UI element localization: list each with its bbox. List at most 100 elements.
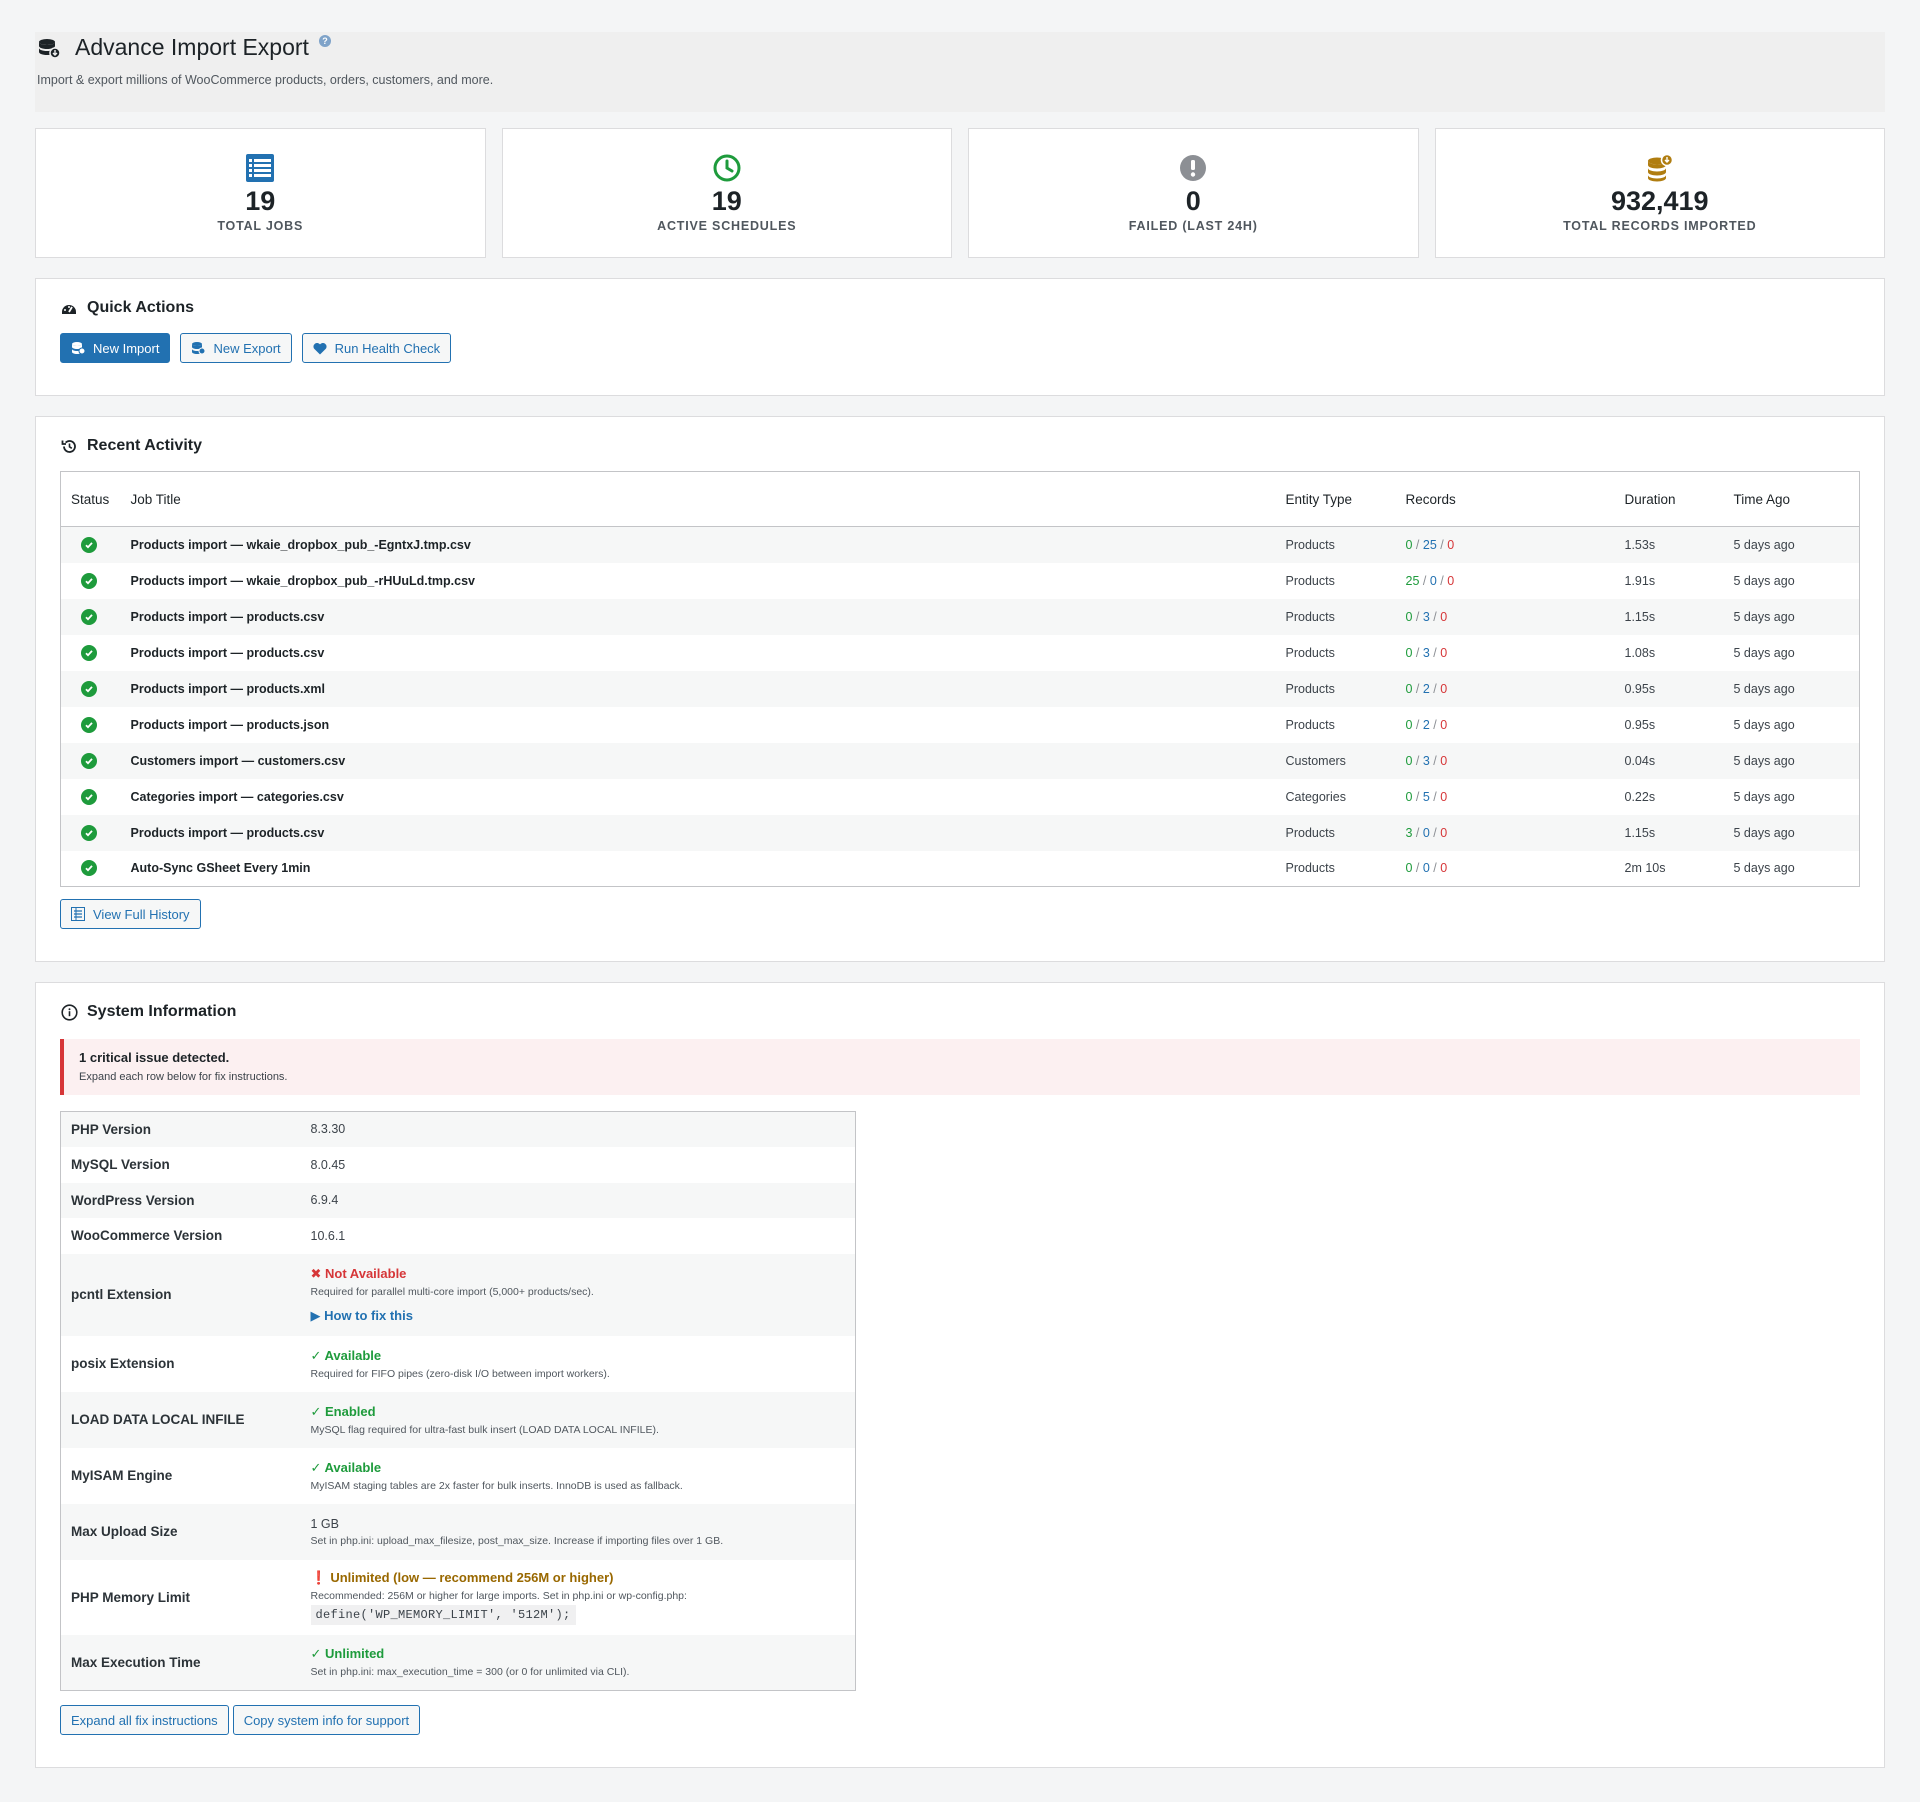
- col-entity-type[interactable]: Entity Type: [1275, 471, 1396, 527]
- stat-label: TOTAL RECORDS IMPORTED: [1563, 218, 1757, 233]
- page-header: Advance Import Export ? Import & export …: [35, 32, 1885, 112]
- records-created: 0: [1405, 789, 1413, 804]
- sysinfo-label: WordPress Version: [60, 1182, 301, 1218]
- records-failed: 0: [1440, 753, 1448, 768]
- sysinfo-label: MySQL Version: [71, 1157, 170, 1172]
- view-full-history-button[interactable]: View Full History: [60, 899, 201, 929]
- records: 0 / 3 / 0: [1395, 742, 1615, 779]
- checkmark-icon: ✓: [310, 1347, 325, 1363]
- status-text: Unlimited (low — recommend 256M or highe…: [330, 1569, 614, 1585]
- time-ago: 5 days ago: [1733, 717, 1795, 732]
- system-info-table: PHP Version 8.3.30 MySQL Version 8.0.45 …: [60, 1111, 856, 1691]
- job-title: Products import — wkaie_dropbox_pub_-Egn…: [120, 526, 1276, 563]
- table-row[interactable]: Customers import — customers.csv Custome…: [60, 742, 1860, 779]
- stat-label: FAILED (LAST 24H): [1128, 218, 1258, 233]
- records: 25 / 0 / 0: [1405, 573, 1455, 588]
- recent-activity-heading: Recent Activity: [60, 437, 1860, 455]
- job-title: Auto-Sync GSheet Every 1min: [130, 861, 311, 876]
- quick-actions-card: Quick Actions New Import New Export Run …: [35, 278, 1885, 396]
- sysinfo-label: WooCommerce Version: [71, 1228, 223, 1243]
- entity-type: Products: [1285, 717, 1335, 732]
- job-title: Customers import — customers.csv: [120, 742, 1276, 779]
- table-row[interactable]: Products import — products.csv Products …: [60, 814, 1860, 851]
- entity-type: Products: [1275, 670, 1396, 707]
- table-row[interactable]: Products import — products.csv Products …: [61, 635, 1860, 671]
- database-import-icon: [72, 342, 85, 355]
- success-check-icon: [81, 608, 97, 625]
- table-row[interactable]: Products import — products.json Products…: [61, 707, 1860, 743]
- status-available: ✓ Available: [311, 1348, 846, 1364]
- success-check-icon: [81, 788, 97, 805]
- stat-total-jobs: 19 TOTAL JOBS: [35, 128, 486, 258]
- sysinfo-label: Max Execution Time: [60, 1634, 301, 1691]
- recent-activity-title: Recent Activity: [87, 437, 202, 454]
- records-created: 0: [1405, 537, 1413, 552]
- col-job-title[interactable]: Job Title: [120, 471, 1276, 527]
- table-row[interactable]: Products import — wkaie_dropbox_pub_-rHU…: [61, 563, 1860, 599]
- sysinfo-row-exec-time: Max Execution Time ✓ Unlimited Set in ph…: [60, 1634, 856, 1691]
- duration: 2m 10s: [1624, 861, 1666, 876]
- copy-system-info-button[interactable]: Copy system info for support: [232, 1705, 421, 1735]
- stat-total-records: 932,419 TOTAL RECORDS IMPORTED: [1434, 128, 1885, 258]
- system-information-title: System Information: [87, 1003, 237, 1020]
- expand-all-fix-button[interactable]: Expand all fix instructions: [60, 1705, 229, 1735]
- sysinfo-note: Required for FIFO pipes (zero-disk I/O b…: [310, 1367, 610, 1380]
- health-check-label: Run Health Check: [334, 340, 441, 356]
- status-text: Unlimited: [325, 1646, 385, 1662]
- duration: 1.15s: [1614, 814, 1724, 851]
- records-updated: 5: [1422, 789, 1430, 804]
- new-export-button[interactable]: New Export: [180, 333, 292, 363]
- col-time-ago[interactable]: Time Ago: [1723, 471, 1860, 527]
- status-available: ✓ Available: [311, 1460, 846, 1476]
- stat-value: 0: [1185, 186, 1201, 217]
- records: 0 / 0 / 0: [1405, 861, 1448, 876]
- table-row[interactable]: Products import — wkaie_dropbox_pub_-Egn…: [60, 526, 1860, 563]
- records-failed: 0: [1447, 573, 1455, 588]
- records: 0 / 3 / 0: [1405, 645, 1448, 660]
- sysinfo-row-pcntl: pcntl Extension ✖ Not Available Required…: [60, 1253, 856, 1336]
- time-ago: 5 days ago: [1733, 789, 1795, 804]
- col-status[interactable]: Status: [60, 471, 121, 527]
- stat-active-schedules: 19 ACTIVE SCHEDULES: [501, 128, 952, 258]
- view-history-label: View Full History: [93, 906, 190, 922]
- stat-label: ACTIVE SCHEDULES: [657, 218, 797, 233]
- table-row[interactable]: Products import — products.xml Products …: [60, 670, 1860, 707]
- table-row[interactable]: Auto-Sync GSheet Every 1min Products 0 /…: [61, 851, 1860, 887]
- records-created: 0: [1405, 645, 1413, 660]
- records: 0 / 2 / 0: [1405, 717, 1448, 732]
- new-import-button[interactable]: New Import: [60, 333, 171, 363]
- records-failed: 0: [1440, 645, 1448, 660]
- records-created: 0: [1405, 753, 1413, 768]
- job-title: Products import — products.xml: [120, 670, 1276, 707]
- success-check-icon: [81, 860, 97, 877]
- critical-issue-alert: 1 critical issue detected. Expand each r…: [60, 1039, 1860, 1095]
- help-icon[interactable]: ?: [318, 34, 331, 47]
- records-updated: 2: [1422, 681, 1430, 696]
- sysinfo-row-woocommerce: WooCommerce Version 10.6.1: [61, 1218, 856, 1254]
- entity-type: Customers: [1275, 742, 1396, 779]
- col-records[interactable]: Records: [1395, 471, 1615, 527]
- records-created: 0: [1405, 609, 1413, 624]
- records: 0 / 25 / 0: [1395, 526, 1615, 563]
- success-check-icon: [81, 644, 97, 661]
- run-health-check-button[interactable]: Run Health Check: [301, 333, 452, 363]
- sysinfo-label: MyISAM Engine: [71, 1468, 173, 1483]
- duration: 0.95s: [1624, 717, 1656, 732]
- status-enabled: ✓ Enabled: [311, 1404, 846, 1420]
- time-ago: 5 days ago: [1723, 670, 1860, 707]
- sysinfo-label: posix Extension: [71, 1356, 175, 1371]
- activity-header-row: Status Job Title Entity Type Records Dur…: [60, 471, 1860, 527]
- new-import-label: New Import: [93, 340, 160, 356]
- records-updated: 2: [1422, 717, 1430, 732]
- entity-type: Products: [1275, 814, 1396, 851]
- sysinfo-label: PHP Memory Limit: [71, 1589, 191, 1605]
- sysinfo-value: 8.0.45: [310, 1157, 346, 1172]
- sysinfo-note: Recommended: 256M or higher for large im…: [310, 1589, 687, 1602]
- checkmark-icon: ✓: [310, 1403, 326, 1419]
- table-row[interactable]: Products import — products.csv Products …: [60, 598, 1860, 635]
- how-to-fix-toggle[interactable]: ▶ How to fix this: [311, 1308, 413, 1324]
- col-duration[interactable]: Duration: [1614, 471, 1724, 527]
- table-row[interactable]: Categories import — categories.csv Categ…: [61, 779, 1860, 815]
- records-failed: 0: [1440, 717, 1448, 732]
- activity-table: Status Job Title Entity Type Records Dur…: [60, 471, 1860, 887]
